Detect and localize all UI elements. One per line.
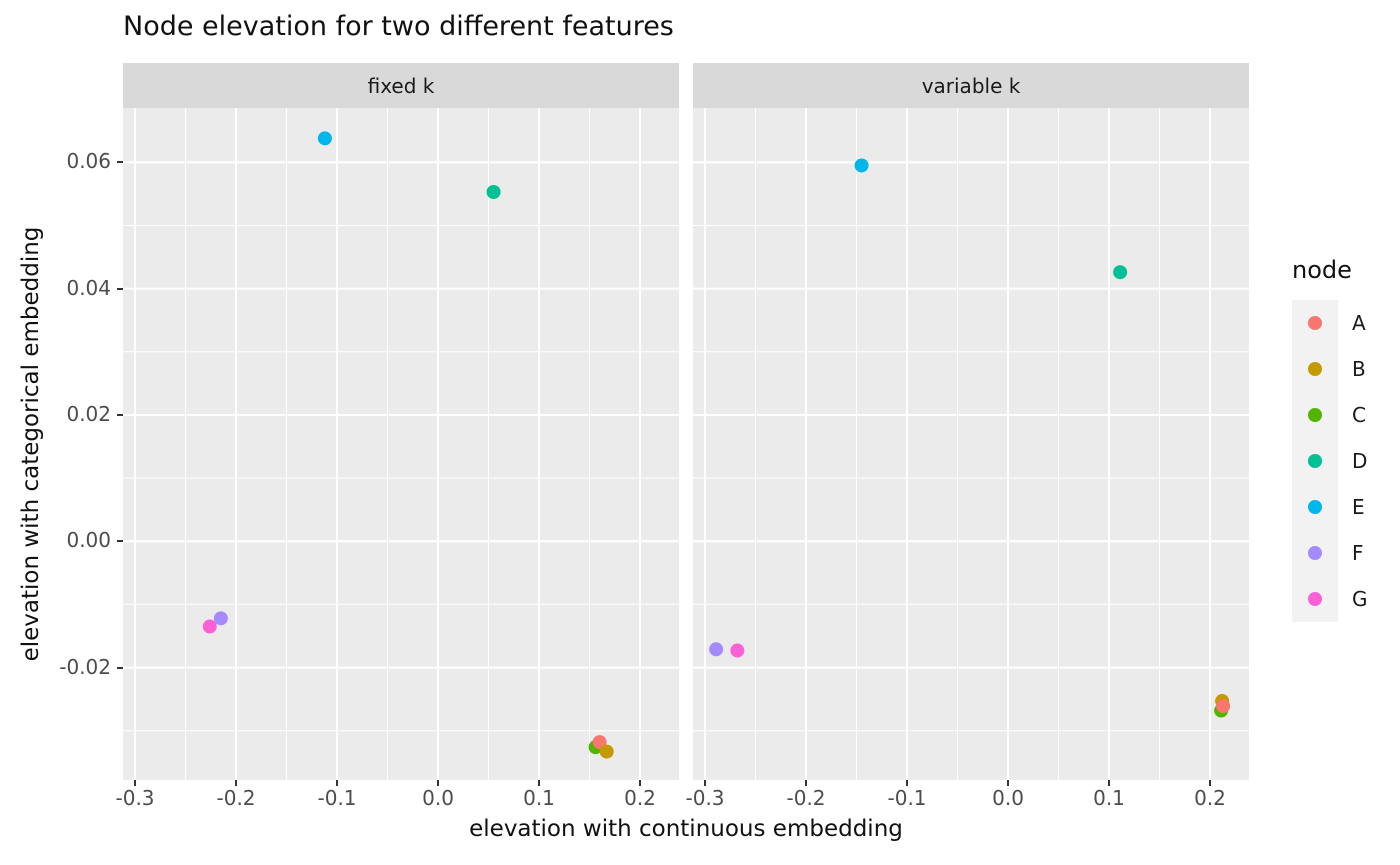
- legend-entry-D: D: [1292, 438, 1368, 484]
- data-point-A: [1216, 699, 1231, 714]
- x-tick-label: -0.2: [216, 786, 256, 810]
- legend-label: D: [1352, 449, 1368, 473]
- x-tick-mark: [1007, 780, 1010, 786]
- y-tick-label: -0.02: [59, 654, 111, 679]
- legend-dot-icon: [1308, 500, 1322, 514]
- legend-label: G: [1352, 587, 1368, 611]
- x-tick-label: -0.3: [685, 786, 725, 810]
- x-tick-label: -0.3: [115, 786, 155, 810]
- x-tick-mark: [134, 780, 137, 786]
- legend-key-swatch: [1292, 438, 1338, 484]
- legend-label: E: [1352, 495, 1365, 519]
- legend-label: F: [1352, 541, 1364, 565]
- legend-entry-E: E: [1292, 484, 1368, 530]
- y-tick-label: 0.06: [66, 149, 111, 174]
- legend-entry-F: F: [1292, 530, 1368, 576]
- x-tick-mark: [235, 780, 238, 786]
- legend-dot-icon: [1308, 546, 1322, 560]
- legend-dot-icon: [1308, 592, 1322, 606]
- x-tick-mark: [639, 780, 641, 786]
- legend-dot-icon: [1308, 362, 1322, 376]
- data-point-G: [202, 619, 217, 634]
- legend-dot-icon: [1308, 408, 1322, 422]
- data-point-D: [486, 185, 501, 199]
- y-tick-label: 0.04: [66, 275, 111, 300]
- data-point-D: [1113, 265, 1128, 280]
- x-tick-label: 0.1: [1093, 786, 1125, 810]
- y-tick-mark: [117, 413, 123, 416]
- legend-key-swatch: [1292, 530, 1338, 576]
- x-tick-label: 0.1: [523, 786, 555, 810]
- x-tick-mark: [1209, 780, 1211, 786]
- legend-key-swatch: [1292, 300, 1338, 346]
- facet-strip-variable-k: variable k: [693, 63, 1249, 108]
- facet-strip-fixed-k: fixed k: [123, 63, 679, 108]
- x-tick-label: 0.0: [992, 786, 1024, 810]
- x-tick-label: 0.2: [1194, 786, 1226, 810]
- data-point-G: [730, 643, 745, 658]
- legend-label: A: [1352, 311, 1366, 335]
- legend-key-swatch: [1292, 346, 1338, 392]
- x-tick-mark: [704, 780, 707, 786]
- panel-canvas: [693, 108, 1249, 780]
- legend-label: C: [1352, 403, 1366, 427]
- x-tick-label: 0.0: [422, 786, 454, 810]
- legend-dot-icon: [1308, 454, 1322, 468]
- facet-strip-label: variable k: [921, 73, 1021, 98]
- legend-entry-B: B: [1292, 346, 1368, 392]
- legend-title: node: [1292, 256, 1352, 284]
- y-tick-mark: [117, 540, 123, 543]
- x-tick-mark: [1108, 780, 1110, 786]
- facet-strip-label: fixed k: [367, 73, 435, 98]
- x-tick-label: -0.1: [887, 786, 927, 810]
- x-tick-label: 0.2: [624, 786, 656, 810]
- legend-entry-G: G: [1292, 576, 1368, 622]
- x-tick-mark: [805, 780, 808, 786]
- data-point-B: [599, 744, 614, 759]
- plot-title: Node elevation for two different feature…: [123, 11, 674, 42]
- legend-label: B: [1352, 357, 1366, 381]
- y-tick-mark: [117, 287, 123, 290]
- y-tick-mark: [117, 161, 123, 164]
- y-tick-label: 0.00: [66, 528, 111, 553]
- y-tick-mark: [117, 666, 123, 669]
- data-point-E: [317, 131, 332, 146]
- legend-entry-C: C: [1292, 392, 1368, 438]
- x-tick-mark: [538, 780, 540, 786]
- data-point-F: [709, 642, 724, 657]
- x-tick-label: -0.1: [317, 786, 357, 810]
- legend-key-swatch: [1292, 576, 1338, 622]
- legend-dot-icon: [1308, 316, 1322, 330]
- x-axis-title: elevation with continuous embedding: [469, 816, 903, 842]
- x-tick-mark: [906, 780, 909, 786]
- plot-panel-fixed-k: [123, 108, 679, 780]
- y-tick-label: 0.02: [66, 401, 111, 426]
- legend-entry-A: A: [1292, 300, 1368, 346]
- data-point-F: [213, 611, 228, 626]
- panel-canvas: [123, 108, 679, 780]
- x-tick-mark: [437, 780, 440, 786]
- plot-panel-variable-k: [693, 108, 1249, 780]
- data-point-E: [854, 158, 869, 173]
- y-axis-title: elevation with categorical embedding: [18, 226, 44, 662]
- legend-key-swatch: [1292, 392, 1338, 438]
- x-tick-label: -0.2: [786, 786, 826, 810]
- legend-key-swatch: [1292, 484, 1338, 530]
- x-tick-mark: [336, 780, 339, 786]
